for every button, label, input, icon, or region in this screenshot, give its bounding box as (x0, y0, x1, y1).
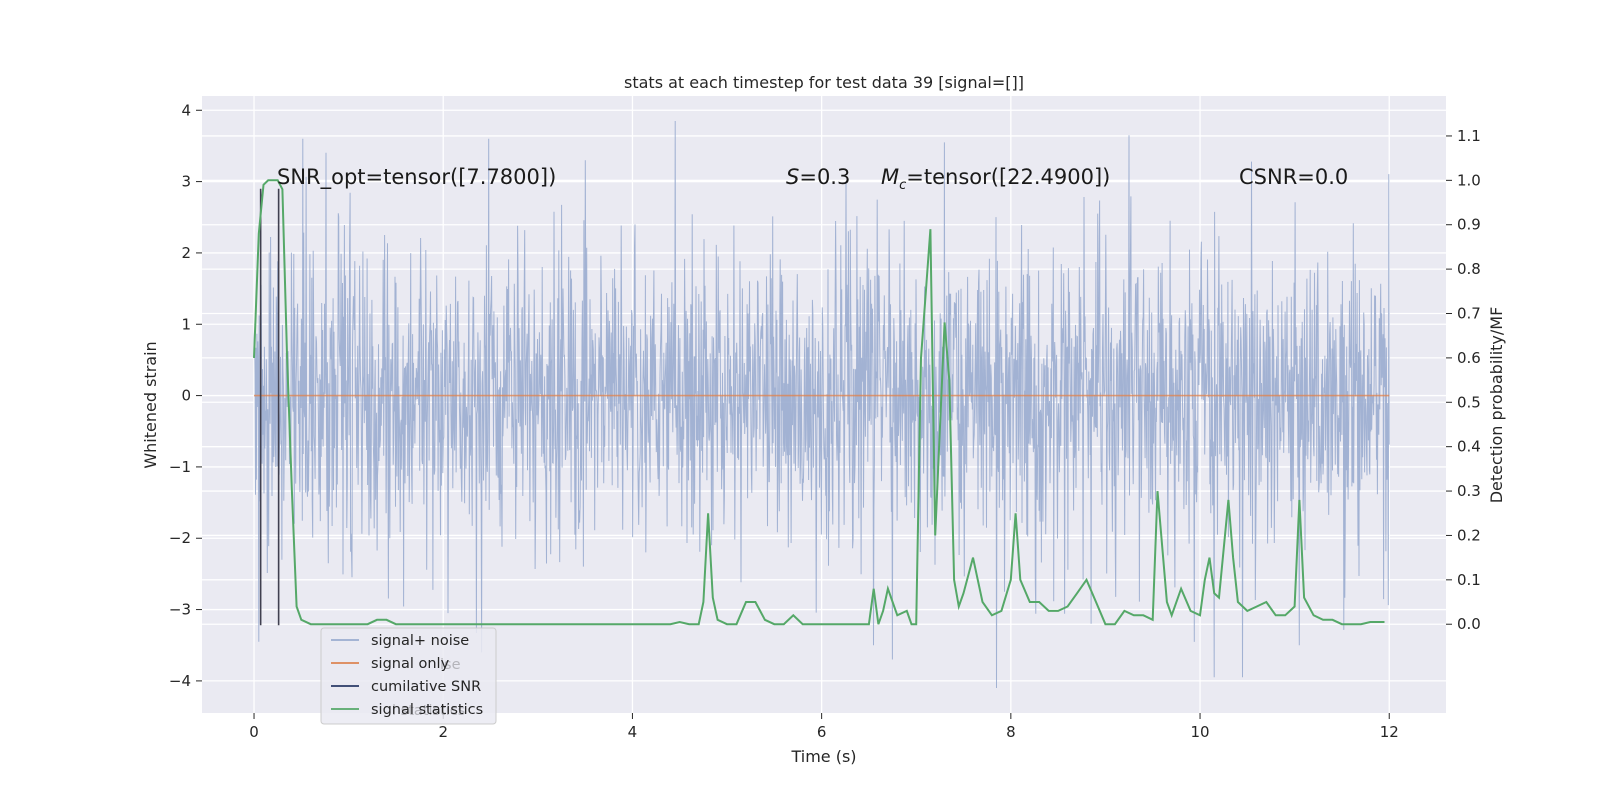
annotation-mc-var: M (881, 165, 899, 189)
signal-noise-line (253, 120, 1390, 689)
signal-noise-series (253, 120, 1390, 689)
x-tick-label: 10 (1190, 723, 1209, 741)
y-tick-label-right: 0.5 (1457, 393, 1481, 411)
y-tick-label-right: 0.6 (1457, 349, 1481, 367)
x-tick-label: 0 (249, 723, 259, 741)
y-tick-label-right: 0.0 (1457, 615, 1481, 633)
y-tick-label-left: 2 (181, 244, 191, 262)
y-axis-label-right: Detection probability/MF (1487, 307, 1506, 504)
axis-ticks: 0 2 4 6 8 10 12−4−3−2−1012340.00.10.20.30.40.5… (169, 101, 1481, 741)
y-tick-label-left: −4 (169, 672, 191, 690)
y-tick-label-right: 0.3 (1457, 482, 1481, 500)
x-tick-label: 2 (438, 723, 448, 741)
x-tick-label: 4 (628, 723, 638, 741)
y-tick-label-left: 4 (181, 101, 191, 119)
x-tick-label: 8 (1006, 723, 1016, 741)
annotation-snr-opt: SNR_opt=tensor([7.7800]) (277, 165, 556, 190)
legend-label-signal-statistics: signal statistics (371, 702, 483, 718)
annotation-s-var: S (786, 165, 799, 189)
legend: ise l statistics signal+ noise signal on… (320, 627, 497, 725)
annotation-mc-sub: c (899, 178, 906, 193)
legend-ghost-label-1: ise (440, 657, 461, 673)
annotation-s-value: =0.3 (799, 165, 850, 189)
annotation-s: S=0.3 (786, 165, 850, 189)
y-tick-label-right: 1.1 (1457, 127, 1481, 145)
y-tick-label-right: 0.2 (1457, 526, 1481, 544)
legend-label-cumulative-snr: cumilative SNR (371, 679, 481, 695)
y-tick-label-left: 3 (181, 173, 191, 191)
signal-statistics-line (253, 179, 1385, 626)
y-tick-label-left: 0 (181, 387, 191, 405)
x-axis-label: Time (s) (790, 747, 856, 766)
annotation-mc-value: =tensor([22.4900]) (906, 165, 1110, 189)
y-tick-label-left: −1 (169, 458, 191, 476)
y-tick-label-right: 0.4 (1457, 438, 1481, 456)
legend-ghost-label-2: l statistics (392, 703, 465, 719)
y-tick-label-right: 1.0 (1457, 171, 1481, 189)
y-tick-label-left: 1 (181, 315, 191, 333)
cumulative-snr-series (259, 188, 280, 626)
annotation-csnr: CSNR=0.0 (1239, 165, 1348, 189)
chart-title: stats at each timestep for test data 39 … (624, 73, 1024, 92)
y-tick-label-left: −3 (169, 601, 191, 619)
signal-statistics-series (253, 179, 1385, 626)
annotation-mc: Mc=tensor([22.4900]) (881, 165, 1110, 193)
legend-label-signal-noise: signal+ noise (371, 633, 469, 649)
y-tick-label-left: −2 (169, 529, 191, 547)
y-tick-label-right: 0.1 (1457, 571, 1481, 589)
x-tick-label: 6 (817, 723, 827, 741)
y-tick-label-right: 0.9 (1457, 216, 1481, 234)
legend-box (320, 627, 497, 725)
x-tick-label: 12 (1380, 723, 1399, 741)
y-axis-label-left: Whitened strain (141, 341, 160, 468)
legend-label-signal-only: signal only (371, 656, 450, 672)
y-tick-label-right: 0.7 (1457, 305, 1481, 323)
grid (202, 96, 1446, 713)
y-tick-label-right: 0.8 (1457, 260, 1481, 278)
